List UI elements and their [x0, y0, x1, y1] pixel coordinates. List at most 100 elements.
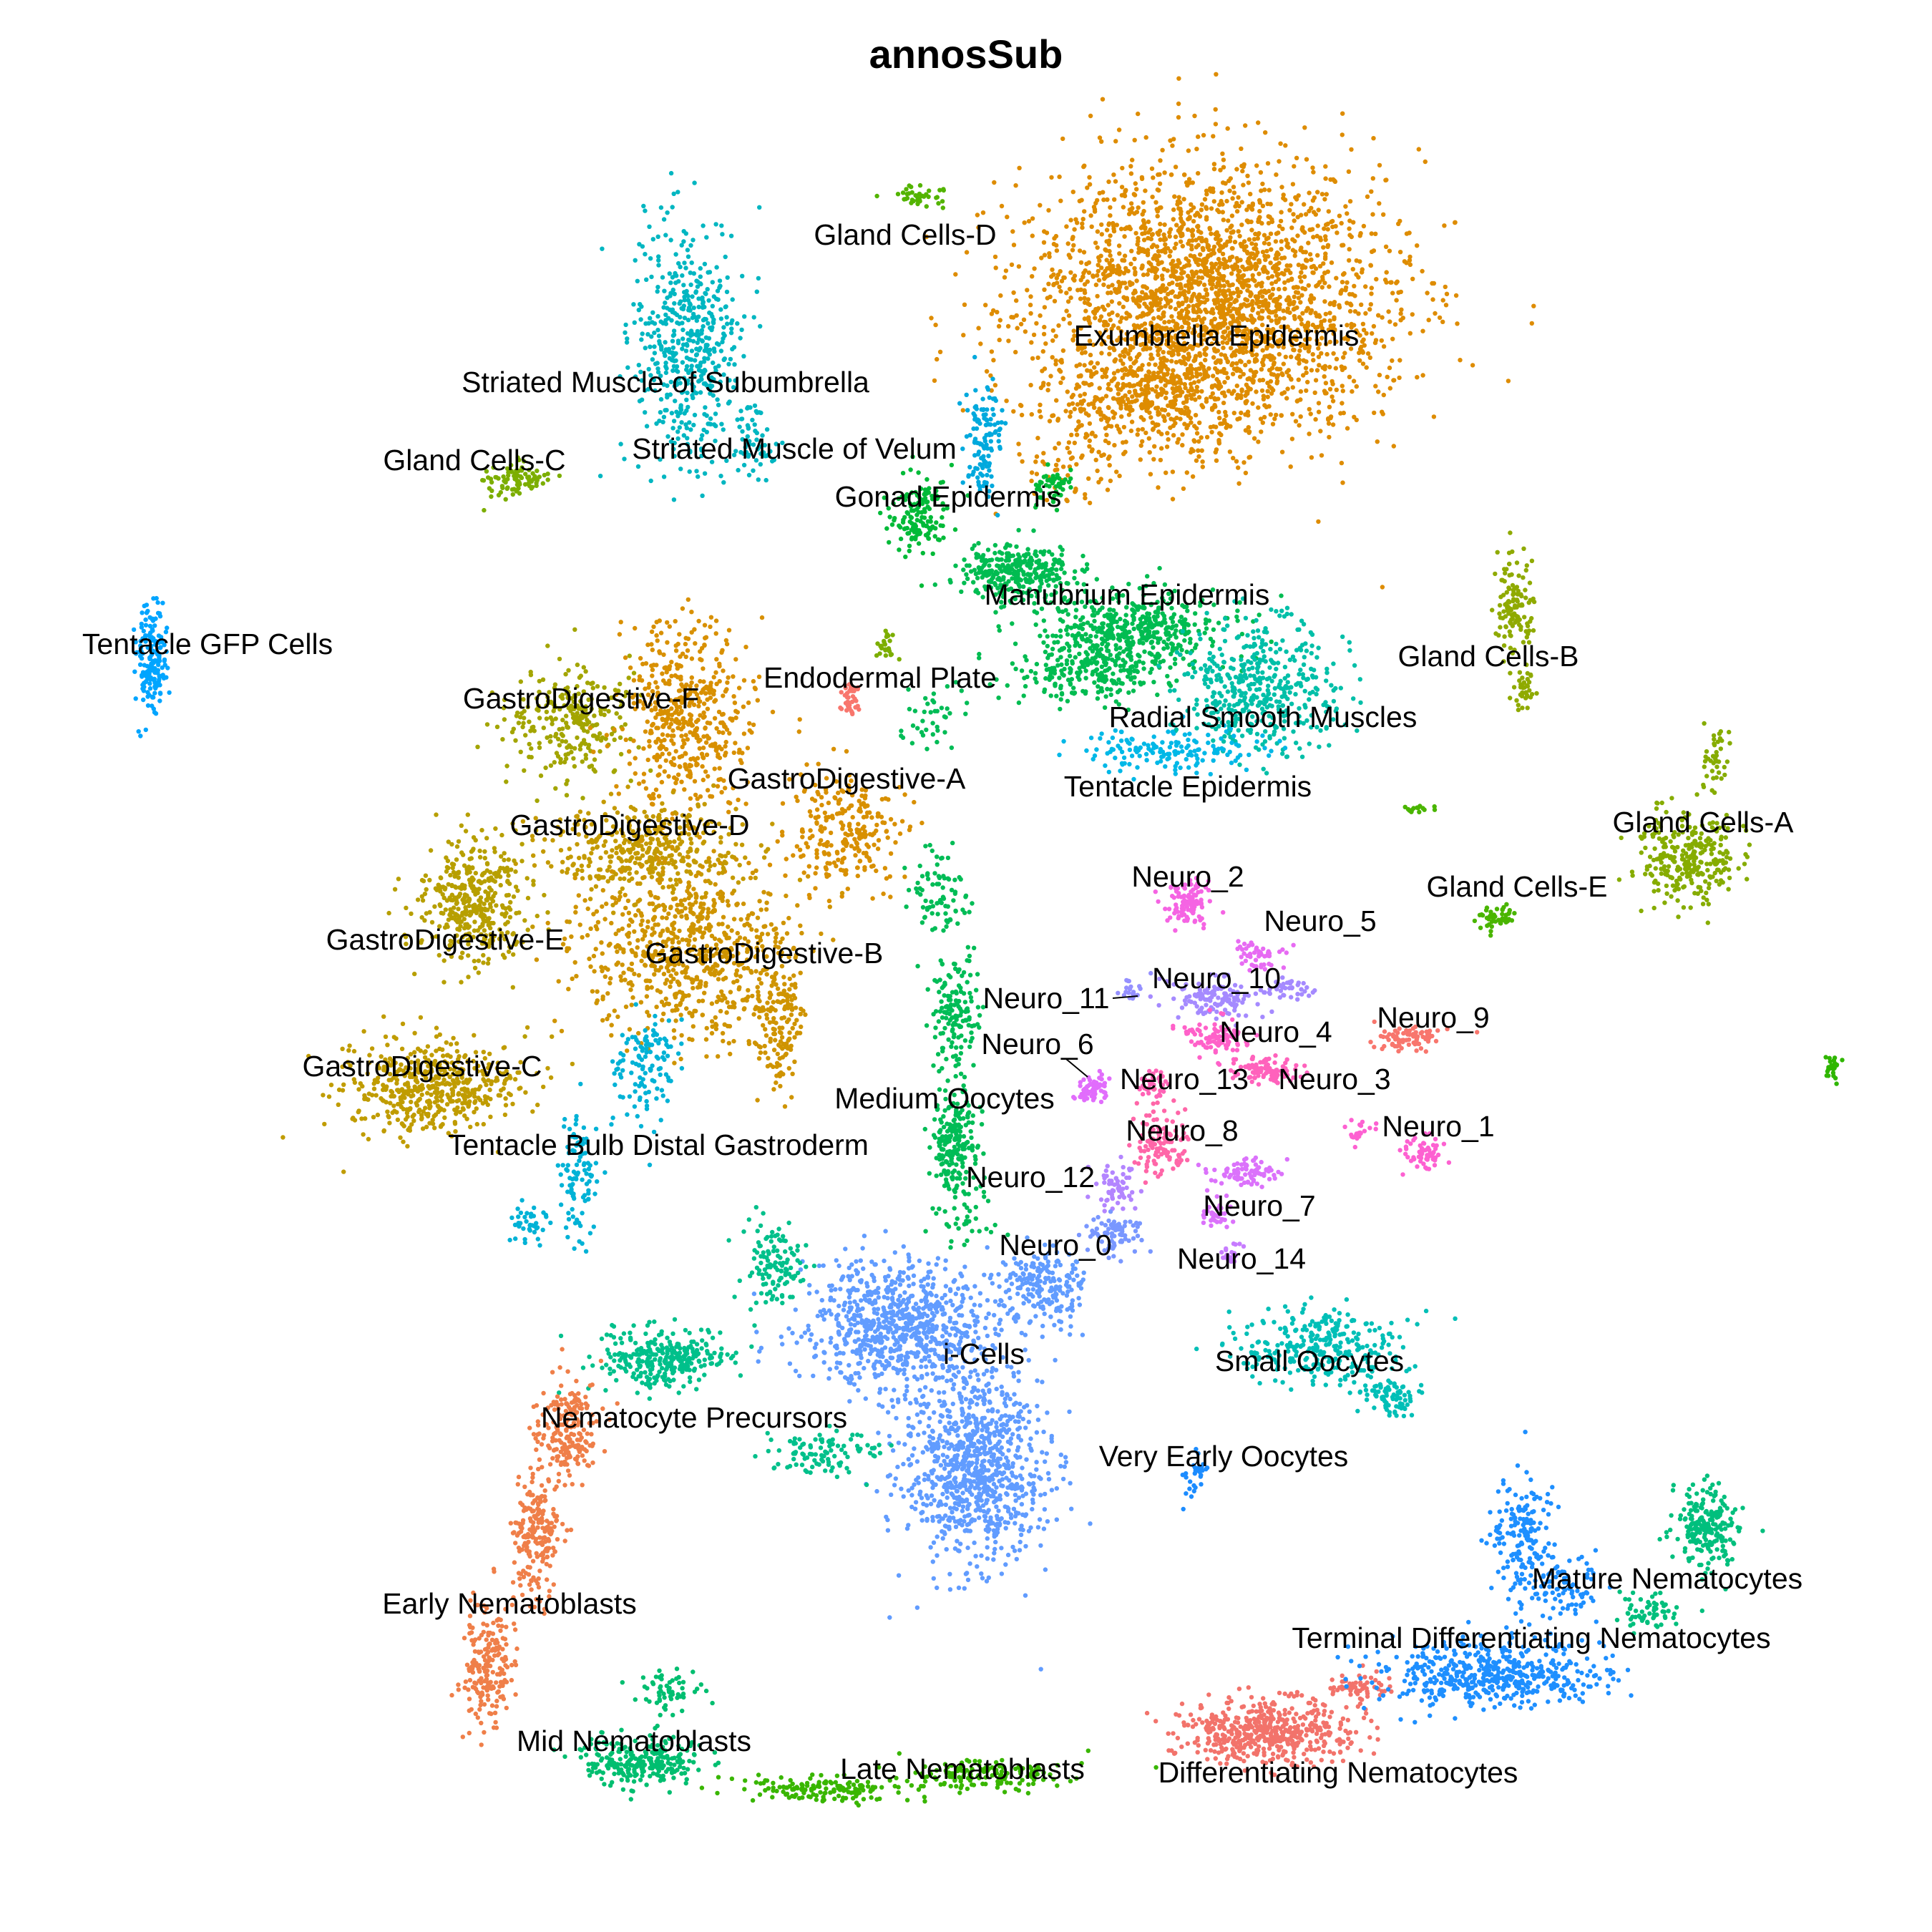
cluster-exumbrella-epidermis-point	[1154, 343, 1159, 349]
cluster-striated-muscle-of-velum-point	[978, 471, 983, 477]
cluster-exumbrella-epidermis-point	[1407, 230, 1412, 235]
cluster-exumbrella-epidermis-point	[1196, 275, 1201, 280]
cluster-exumbrella-epidermis-point	[1239, 303, 1244, 308]
cluster-exumbrella-epidermis-point	[1380, 585, 1385, 590]
cluster-striated-muscle-of-subumbrella-point	[721, 331, 726, 336]
cluster-manubrium-epidermis-point	[1026, 552, 1031, 557]
cluster-striated-muscle-of-subumbrella-point	[718, 283, 723, 288]
cluster-exumbrella-epidermis-point	[1038, 313, 1043, 318]
cluster-exumbrella-epidermis-point	[1141, 417, 1146, 422]
cluster-exumbrella-epidermis-point	[1402, 259, 1407, 264]
cluster-manubrium-epidermis-point	[996, 624, 1001, 629]
cluster-exumbrella-epidermis-point	[1375, 439, 1380, 444]
cluster-exumbrella-epidermis-point	[1207, 225, 1212, 230]
cluster-exumbrella-epidermis-point	[1311, 235, 1316, 240]
cluster-gland-cells-c-point	[500, 485, 505, 491]
cluster-exumbrella-epidermis-point	[1154, 295, 1160, 301]
stray-point	[877, 651, 882, 656]
cluster-gonad-epidermis-point	[887, 514, 892, 519]
cluster-exumbrella-epidermis-point	[1356, 275, 1361, 280]
cluster-exumbrella-epidermis-point	[1311, 210, 1317, 215]
cluster-striated-muscle-of-subumbrella-point	[754, 289, 760, 294]
cluster-exumbrella-epidermis-point	[1275, 373, 1281, 378]
cluster-exumbrella-epidermis-point	[1091, 273, 1096, 278]
cluster-exumbrella-epidermis-point	[1111, 226, 1116, 231]
cluster-exumbrella-epidermis-point	[1260, 203, 1266, 208]
cluster-striated-muscle-of-subumbrella-point	[683, 348, 689, 353]
cluster-exumbrella-epidermis-point	[1196, 395, 1202, 400]
cluster-exumbrella-epidermis-point	[1200, 464, 1206, 469]
cluster-manubrium-epidermis-point	[1075, 632, 1080, 638]
cluster-exumbrella-epidermis-point	[1167, 253, 1172, 259]
cluster-exumbrella-epidermis-point	[1011, 243, 1017, 248]
cluster-manubrium-epidermis-point	[1211, 639, 1216, 645]
cluster-manubrium-epidermis-point	[1234, 614, 1239, 620]
cluster-striated-muscle-of-velum-point	[981, 454, 986, 459]
cluster-exumbrella-epidermis-point	[1149, 289, 1155, 295]
cluster-exumbrella-epidermis-point	[1116, 279, 1121, 285]
cluster-striated-muscle-of-subumbrella-point	[718, 474, 723, 479]
cluster-striated-muscle-of-velum-point	[997, 427, 1002, 432]
cluster-exumbrella-epidermis-point	[1174, 415, 1179, 421]
cluster-exumbrella-epidermis-point	[1283, 354, 1289, 359]
cluster-exumbrella-epidermis-point	[1211, 275, 1216, 281]
cluster-striated-muscle-of-velum-point	[986, 454, 991, 459]
cluster-manubrium-epidermis-point	[975, 575, 980, 581]
cluster-exumbrella-epidermis-point	[1322, 366, 1327, 371]
cluster-gonad-epidermis-point	[898, 536, 904, 542]
cluster-exumbrella-epidermis	[924, 72, 1536, 590]
cluster-exumbrella-epidermis-point	[1321, 245, 1326, 250]
stray-point	[1833, 1075, 1838, 1080]
cluster-exumbrella-epidermis-point	[962, 302, 967, 307]
cluster-striated-muscle-of-velum-point	[987, 431, 992, 436]
cluster-exumbrella-epidermis-point	[1155, 213, 1160, 219]
cluster-striated-muscle-of-subumbrella-point	[661, 414, 667, 419]
cluster-exumbrella-epidermis-point	[1140, 247, 1145, 252]
cluster-exumbrella-epidermis-point	[1229, 213, 1235, 218]
cluster-exumbrella-epidermis-point	[1387, 319, 1392, 324]
stray-point	[965, 1214, 970, 1219]
cluster-exumbrella-epidermis-point	[1345, 280, 1350, 285]
stray-point	[909, 741, 915, 746]
cluster-manubrium-epidermis-point	[987, 568, 992, 574]
cluster-manubrium-epidermis-point	[1161, 658, 1166, 663]
cluster-manubrium-epidermis-point	[1131, 626, 1136, 631]
cluster-striated-muscle-of-subumbrella-point	[703, 346, 709, 351]
cluster-exumbrella-epidermis-point	[1292, 218, 1297, 223]
cluster-exumbrella-epidermis-point	[1260, 181, 1265, 187]
cluster-striated-muscle-of-subumbrella-point	[699, 338, 705, 343]
cluster-exumbrella-epidermis-point	[1239, 223, 1244, 228]
cluster-exumbrella-epidermis-point	[1153, 200, 1158, 205]
stray-point	[973, 1204, 979, 1210]
cluster-exumbrella-epidermis-point	[1266, 303, 1271, 308]
cluster-exumbrella-epidermis-point	[1188, 253, 1194, 258]
cluster-exumbrella-epidermis-point	[1279, 246, 1284, 252]
cluster-exumbrella-epidermis-point	[989, 311, 995, 316]
cluster-striated-muscle-of-subumbrella-point	[739, 327, 744, 333]
cluster-striated-muscle-of-subumbrella-point	[704, 413, 709, 418]
cluster-exumbrella-epidermis-point	[1176, 195, 1181, 200]
cluster-exumbrella-epidermis-point	[1272, 298, 1277, 303]
cluster-striated-muscle-of-subumbrella-point	[631, 302, 636, 307]
cluster-exumbrella-epidermis-point	[1373, 231, 1378, 236]
cluster-exumbrella-epidermis-point	[1191, 380, 1197, 385]
cluster-exumbrella-epidermis-point	[1322, 374, 1327, 379]
cluster-striated-muscle-of-subumbrella-point	[679, 420, 684, 425]
cluster-exumbrella-epidermis-point	[1260, 360, 1265, 365]
cluster-exumbrella-epidermis-point	[1181, 222, 1186, 227]
cluster-exumbrella-epidermis-point	[1364, 331, 1369, 336]
cluster-exumbrella-epidermis-point	[1219, 190, 1224, 195]
cluster-exumbrella-epidermis-point	[1146, 235, 1151, 240]
cluster-striated-muscle-of-subumbrella-point	[678, 406, 683, 411]
cluster-exumbrella-epidermis-point	[1167, 230, 1172, 235]
cluster-manubrium-epidermis-point	[1146, 630, 1152, 635]
cluster-exumbrella-epidermis-point	[1101, 272, 1106, 277]
cluster-gonad-epidermis-point	[1063, 477, 1068, 482]
stray-point	[935, 739, 940, 745]
cluster-striated-muscle-of-subumbrella-point	[643, 346, 648, 351]
cluster-exumbrella-epidermis-point	[1311, 358, 1316, 363]
cluster-exumbrella-epidermis-point	[1315, 223, 1320, 228]
cluster-exumbrella-epidermis-point	[1155, 209, 1161, 214]
cluster-exumbrella-epidermis-point	[1038, 203, 1043, 208]
cluster-gonad-epidermis-point	[952, 527, 958, 532]
